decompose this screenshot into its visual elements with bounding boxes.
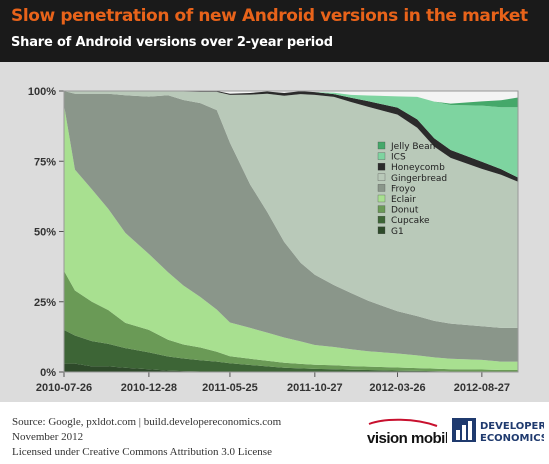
- legend-label-ics: ICS: [391, 153, 406, 163]
- legend-label-cupcake: Cupcake: [391, 216, 430, 226]
- legend-label-honeycomb: Honeycomb: [391, 163, 445, 173]
- y-tick-label: 75%: [34, 156, 56, 168]
- y-tick-label: 50%: [34, 227, 56, 239]
- x-tick-label: 2011-10-27: [287, 382, 343, 394]
- legend-swatch-ics: [377, 152, 386, 160]
- header-bar: Slow penetration of new Android versions…: [0, 0, 549, 62]
- developer-economics-logo-line2: ECONOMICS: [480, 433, 544, 444]
- legend-label-jelly-bean: Jelly Bean: [390, 142, 435, 152]
- area-cupcake: [64, 329, 518, 372]
- legend-label-eclair: Eclair: [391, 195, 416, 205]
- legend-swatch-cupcake: [377, 216, 386, 224]
- legend-swatch-honeycomb: [377, 163, 386, 171]
- y-tick-label: 25%: [34, 297, 56, 309]
- area-honeycomb: [64, 91, 518, 182]
- chart-subtitle: Share of Android versions over 2-year pe…: [11, 35, 333, 50]
- y-tick-label: 0%: [40, 367, 56, 379]
- area-froyo: [64, 91, 518, 362]
- legend-swatch-donut: [377, 205, 386, 213]
- license-text: Licensed under Creative Commons Attribut…: [12, 446, 272, 458]
- area-eclair: [64, 105, 518, 371]
- chart-area: 0% 25% 50% 75% 100% 2010-07-26 2010-12-28 2011-…: [0, 62, 549, 402]
- x-tick-label: 2012-03-26: [369, 382, 425, 394]
- legend-label-froyo: Froyo: [391, 184, 416, 194]
- area-donut: [64, 270, 518, 372]
- developer-economics-logo-line1: DEVELOPER: [480, 421, 544, 432]
- legend-swatch-jelly-bean: [377, 141, 386, 150]
- axis-layer: 0% 25% 50% 75% 100% 2010-07-26 2010-12-28 2011-…: [28, 86, 519, 394]
- legend-label-donut: Donut: [391, 206, 419, 216]
- area-g1: [64, 363, 518, 372]
- date-text: November 2012: [12, 431, 84, 443]
- plot-border: [63, 90, 519, 373]
- areas-layer: [64, 91, 518, 372]
- legend: Jelly BeanICSHoneycombGingerbreadFroyoEc…: [377, 141, 447, 237]
- source-text: Source: Google, pxldot.com | build.devel…: [12, 416, 282, 428]
- stacked-area-chart: 0% 25% 50% 75% 100% 2010-07-26 2010-12-28 2011-…: [28, 86, 519, 394]
- legend-swatch-g1: [377, 226, 386, 234]
- chart-title: Slow penetration of new Android versions…: [11, 6, 528, 26]
- legend-swatch-gingerbread: [377, 173, 386, 181]
- vision-mobile-logo: vision mobile: [367, 418, 447, 447]
- vision-mobile-logo-text: vision mobile: [367, 430, 447, 447]
- developer-economics-logo: DEVELOPER ECONOMICS: [452, 418, 544, 444]
- area-gingerbread: [64, 91, 518, 328]
- y-tick-label: 100%: [28, 86, 56, 98]
- x-tick-label: 2010-07-26: [36, 382, 92, 394]
- legend-label-g1: G1: [391, 227, 404, 237]
- legend-label-gingerbread: Gingerbread: [391, 174, 447, 184]
- legend-swatch-eclair: [377, 194, 386, 203]
- legend-swatch-froyo: [377, 184, 386, 192]
- x-tick-label: 2012-08-27: [454, 382, 510, 394]
- footer: Source: Google, pxldot.com | build.devel…: [0, 402, 549, 464]
- x-tick-label: 2011-05-25: [202, 382, 258, 394]
- x-tick-label: 2010-12-28: [121, 382, 177, 394]
